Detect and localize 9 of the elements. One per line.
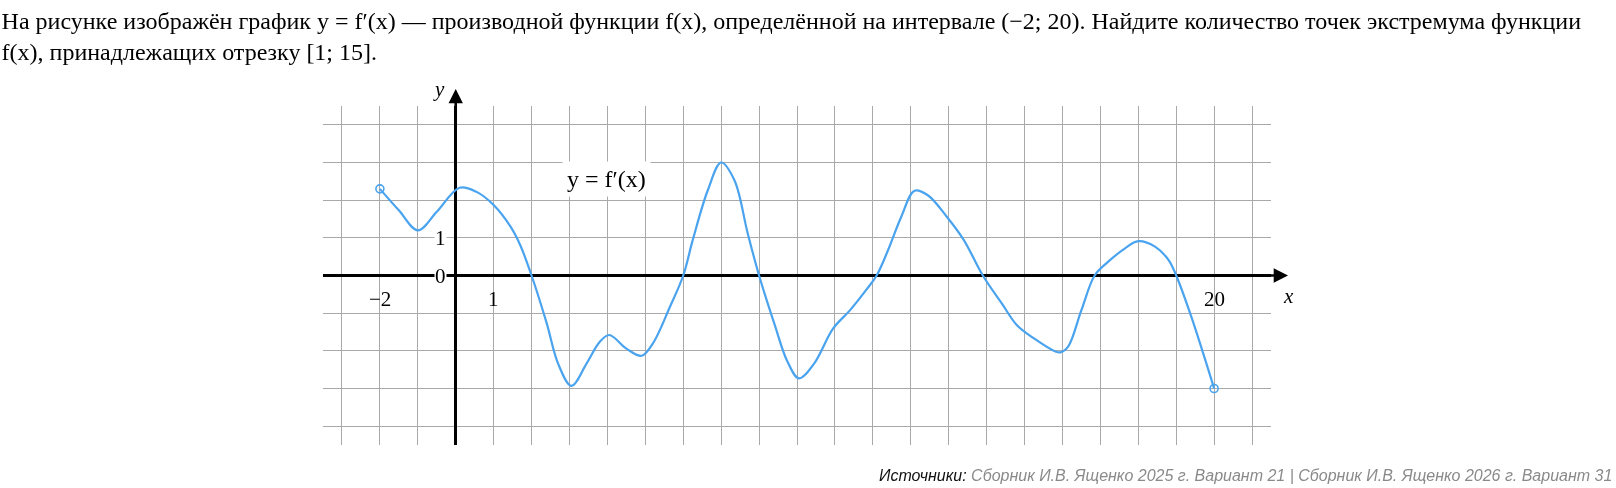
y-axis-title: y xyxy=(433,77,445,101)
x-axis-title: x xyxy=(1283,284,1294,308)
chart-title: На рисунке изображён график y = f′(x) — производной функции f(x), определённой на интервале (−2; 20). Найдите количество точек экстремума функции f(x), принадлежащих отрезку [1; 15]. xyxy=(1,7,1582,65)
y-tick-label: 0 xyxy=(435,264,446,288)
text: Источники: Сборник И.В. Ященко 2025 г. Вариант 21 | Сборник И.В. Ященко 2026 г. Вариант 31 xyxy=(879,467,1613,484)
x-tick-label: −2 xyxy=(369,287,392,311)
x-tick-label: 1 xyxy=(488,287,499,311)
text: y = f′(x) xyxy=(567,166,646,192)
x-tick-label: 20 xyxy=(1204,287,1225,311)
